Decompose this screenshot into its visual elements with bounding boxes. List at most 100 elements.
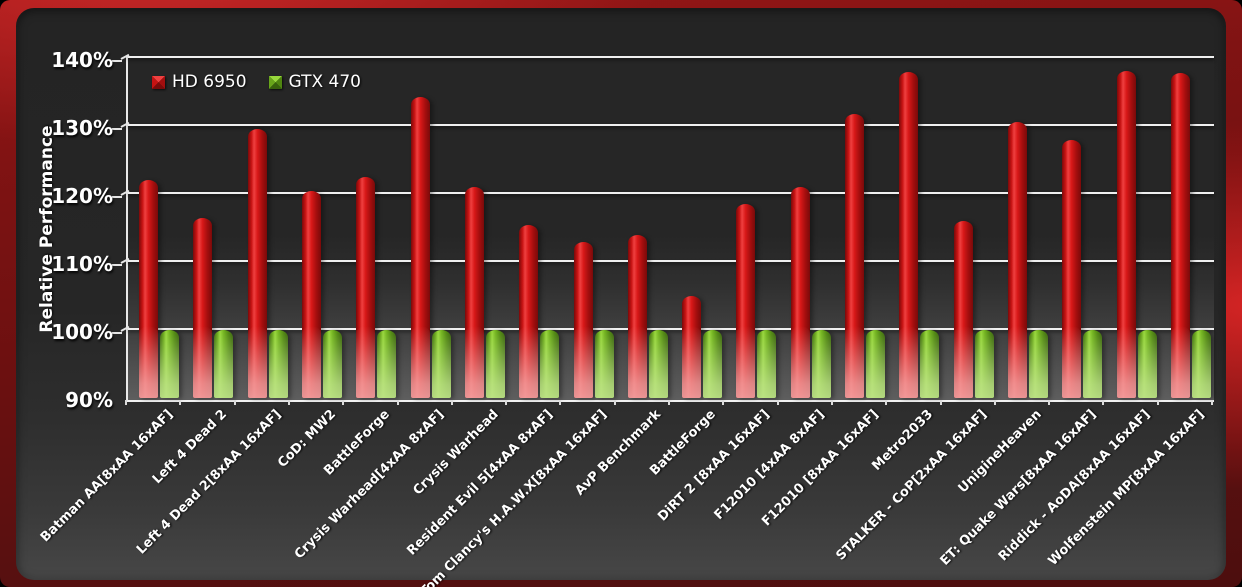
legend-swatch-green-icon bbox=[268, 75, 282, 89]
bar-hd-6950 bbox=[899, 72, 919, 398]
bar-bottom-fade bbox=[757, 330, 777, 398]
bar-gtx-470 bbox=[1083, 330, 1103, 398]
bar-bottom-fade bbox=[1028, 330, 1048, 398]
bar-hd-6950 bbox=[790, 187, 810, 398]
bar-hd-6950 bbox=[247, 129, 267, 398]
bar-gtx-470 bbox=[540, 330, 560, 398]
bar-gtx-470 bbox=[431, 330, 451, 398]
legend-swatch-red-icon bbox=[152, 75, 165, 89]
legend-item-gtx-470: GTX 470 bbox=[268, 72, 361, 92]
x-tick-mark bbox=[450, 400, 453, 405]
bar-bottom-fade bbox=[323, 330, 343, 398]
y-tick-label: 110% bbox=[51, 252, 113, 276]
x-tick-mark bbox=[125, 400, 127, 405]
bar-bottom-fade bbox=[1116, 326, 1136, 398]
bar-bottom-fade bbox=[648, 330, 668, 398]
bar-gtx-470 bbox=[974, 330, 994, 398]
bar-bottom-fade bbox=[953, 326, 973, 398]
legend: HD 6950 GTX 470 bbox=[152, 72, 361, 92]
bar-hd-6950 bbox=[139, 180, 159, 398]
bar-gtx-470 bbox=[811, 330, 831, 398]
bar-hd-6950 bbox=[1116, 70, 1136, 398]
bar-gtx-470 bbox=[323, 330, 343, 398]
x-tick-mark bbox=[939, 400, 942, 405]
x-tick-mark bbox=[722, 400, 725, 405]
x-tick-mark bbox=[885, 400, 888, 405]
y-tick-label: 120% bbox=[51, 184, 113, 208]
bar-bottom-fade bbox=[519, 326, 539, 398]
bar-bottom-fade bbox=[193, 326, 213, 398]
bar-hd-6950 bbox=[1062, 139, 1082, 398]
gridline-110 bbox=[112, 257, 1214, 266]
bar-hd-6950 bbox=[410, 96, 430, 398]
bar-gtx-470 bbox=[866, 330, 886, 398]
gridline-140 bbox=[112, 53, 1214, 62]
bar-gtx-470 bbox=[214, 330, 234, 398]
bar-bottom-fade bbox=[594, 330, 614, 398]
bar-gtx-470 bbox=[377, 330, 397, 398]
bar-hd-6950 bbox=[627, 234, 647, 398]
legend-label: GTX 470 bbox=[288, 72, 361, 92]
x-tick-mark bbox=[1048, 400, 1051, 405]
bar-hd-6950 bbox=[682, 296, 702, 398]
bar-hd-6950 bbox=[464, 187, 484, 398]
y-tick-label: 130% bbox=[51, 116, 113, 140]
bar-bottom-fade bbox=[1007, 326, 1027, 398]
bar-bottom-fade bbox=[866, 330, 886, 398]
bar-gtx-470 bbox=[1137, 330, 1157, 398]
bar-bottom-fade bbox=[682, 326, 702, 398]
bar-bottom-fade bbox=[464, 326, 484, 398]
bar-gtx-470 bbox=[648, 330, 668, 398]
x-tick-mark bbox=[1211, 400, 1213, 405]
bar-hd-6950 bbox=[302, 190, 322, 398]
y-axis-tick-mark bbox=[112, 196, 122, 198]
bar-hd-6950 bbox=[1007, 121, 1027, 398]
bar-bottom-fade bbox=[356, 326, 376, 398]
bar-bottom-fade bbox=[920, 330, 940, 398]
y-axis-tick-mark bbox=[112, 264, 122, 266]
bar-bottom-fade bbox=[703, 330, 723, 398]
bar-hd-6950 bbox=[845, 113, 865, 398]
y-axis-title: Relative Performance bbox=[37, 125, 57, 333]
x-tick-mark bbox=[287, 400, 290, 405]
x-tick-mark bbox=[233, 400, 236, 405]
y-axis-tick-mark bbox=[112, 128, 122, 130]
bar-bottom-fade bbox=[431, 330, 451, 398]
bar-bottom-fade bbox=[247, 326, 267, 398]
bar-bottom-fade bbox=[736, 326, 756, 398]
bar-bottom-fade bbox=[268, 330, 288, 398]
x-tick-mark bbox=[505, 400, 508, 405]
y-tick-label: 90% bbox=[65, 388, 113, 412]
bar-bottom-fade bbox=[1170, 326, 1190, 398]
x-tick-mark bbox=[830, 400, 833, 405]
bar-hd-6950 bbox=[193, 217, 213, 398]
bar-gtx-470 bbox=[1028, 330, 1048, 398]
legend-item-hd-6950: HD 6950 bbox=[152, 72, 247, 92]
y-tick-label: 100% bbox=[51, 320, 113, 344]
x-tick-mark bbox=[179, 400, 182, 405]
x-tick-mark bbox=[993, 400, 996, 405]
bar-hd-6950 bbox=[356, 177, 376, 398]
bar-hd-6950 bbox=[953, 221, 973, 398]
bar-bottom-fade bbox=[540, 330, 560, 398]
bar-bottom-fade bbox=[214, 330, 234, 398]
bar-hd-6950 bbox=[736, 204, 756, 398]
bar-bottom-fade bbox=[573, 326, 593, 398]
bar-bottom-fade bbox=[790, 326, 810, 398]
bar-bottom-fade bbox=[627, 326, 647, 398]
y-axis-tick-mark bbox=[112, 332, 122, 334]
bar-gtx-470 bbox=[703, 330, 723, 398]
bar-bottom-fade bbox=[811, 330, 831, 398]
gridline-100 bbox=[112, 325, 1214, 334]
x-tick-mark bbox=[342, 400, 345, 405]
bar-hd-6950 bbox=[519, 224, 539, 398]
x-tick-mark bbox=[559, 400, 562, 405]
bar-bottom-fade bbox=[160, 330, 180, 398]
x-tick-mark bbox=[1156, 400, 1159, 405]
gridline-130 bbox=[112, 121, 1214, 130]
bar-gtx-470 bbox=[920, 330, 940, 398]
legend-label: HD 6950 bbox=[172, 72, 247, 92]
x-tick-mark bbox=[1102, 400, 1105, 405]
plot-area bbox=[112, 53, 1214, 402]
